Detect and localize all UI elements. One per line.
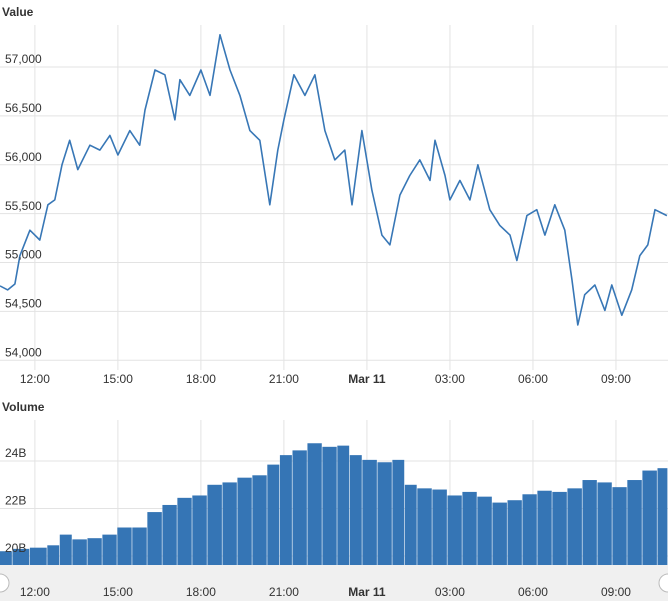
volume-bar <box>337 445 350 565</box>
x-tick-label: Mar 11 <box>348 372 386 386</box>
volume-bar <box>47 545 60 565</box>
volume-bar <box>432 489 447 565</box>
volume-bar <box>177 497 192 565</box>
x-tick-label: 18:00 <box>186 585 216 599</box>
volume-bar <box>567 488 582 565</box>
volume-bar <box>657 468 668 565</box>
x-tick-label: 12:00 <box>20 372 50 386</box>
volume-bar <box>492 502 507 565</box>
volume-bar <box>207 484 222 565</box>
x-tick-label: 18:00 <box>186 372 216 386</box>
x-tick-label: 06:00 <box>518 372 548 386</box>
volume-bar <box>132 527 147 565</box>
y-tick-label: 54,500 <box>5 297 42 311</box>
volume-bar <box>162 504 177 565</box>
y-tick-label: 55,000 <box>5 248 42 262</box>
x-tick-label: 03:00 <box>435 372 465 386</box>
volume-bar <box>147 512 162 565</box>
volume-bar <box>307 443 322 565</box>
x-tick-label: 09:00 <box>601 372 631 386</box>
volume-bar <box>597 482 612 565</box>
volume-bar <box>222 482 237 565</box>
volume-bar <box>392 459 405 565</box>
volume-bar <box>279 455 292 565</box>
x-tick-label: 03:00 <box>435 585 465 599</box>
volume-bar <box>0 551 12 565</box>
volume-bar <box>102 534 117 565</box>
volume-bar <box>377 462 392 565</box>
volume-bar <box>349 455 362 565</box>
x-tick-label: 15:00 <box>103 585 133 599</box>
volume-bar <box>507 500 522 565</box>
volume-bar <box>612 487 627 565</box>
volume-bar <box>12 548 30 565</box>
volume-bar <box>447 495 462 565</box>
y-tick-label: 56,000 <box>5 150 42 164</box>
volume-bar <box>117 527 132 565</box>
volume-bar <box>404 484 417 565</box>
x-tick-label: 09:00 <box>601 585 631 599</box>
volume-bar <box>627 480 642 565</box>
volume-bar <box>267 464 280 565</box>
navigator-handle[interactable] <box>0 573 10 593</box>
volume-bar <box>59 534 72 565</box>
volume-bar <box>582 480 597 565</box>
volume-bar <box>252 475 267 565</box>
y-tick-label: 57,000 <box>5 52 42 66</box>
y-tick-label: 20B <box>5 541 26 555</box>
volume-bar <box>477 496 492 565</box>
volume-bar <box>642 470 657 565</box>
navigator <box>0 565 668 601</box>
volume-bar <box>522 494 537 565</box>
x-tick-label: 06:00 <box>518 585 548 599</box>
x-tick-label: 12:00 <box>20 585 50 599</box>
volume-bar <box>552 491 567 565</box>
y-tick-label: 24B <box>5 446 26 460</box>
volume-bar <box>87 538 102 565</box>
x-tick-label: 21:00 <box>269 372 299 386</box>
volume-bar <box>192 495 207 565</box>
volume-bar <box>362 459 377 565</box>
x-tick-label: 21:00 <box>269 585 299 599</box>
y-tick-label: 54,000 <box>5 345 42 359</box>
panel-title: Volume <box>2 400 45 414</box>
value-line <box>0 34 668 326</box>
volume-bar <box>537 490 552 565</box>
volume-bar <box>322 446 337 565</box>
volume-bar <box>462 491 477 565</box>
x-tick-label: 15:00 <box>103 372 133 386</box>
y-tick-label: 55,500 <box>5 199 42 213</box>
volume-bar <box>29 547 47 565</box>
volume-bar <box>292 450 307 565</box>
y-tick-label: 56,500 <box>5 101 42 115</box>
navigator-handle[interactable] <box>658 573 668 593</box>
volume-bar <box>72 539 87 565</box>
panel-title: Value <box>2 5 34 19</box>
x-tick-label: Mar 11 <box>348 585 386 599</box>
volume-bar <box>237 477 252 565</box>
volume-bar <box>417 488 432 565</box>
y-tick-label: 22B <box>5 494 26 508</box>
